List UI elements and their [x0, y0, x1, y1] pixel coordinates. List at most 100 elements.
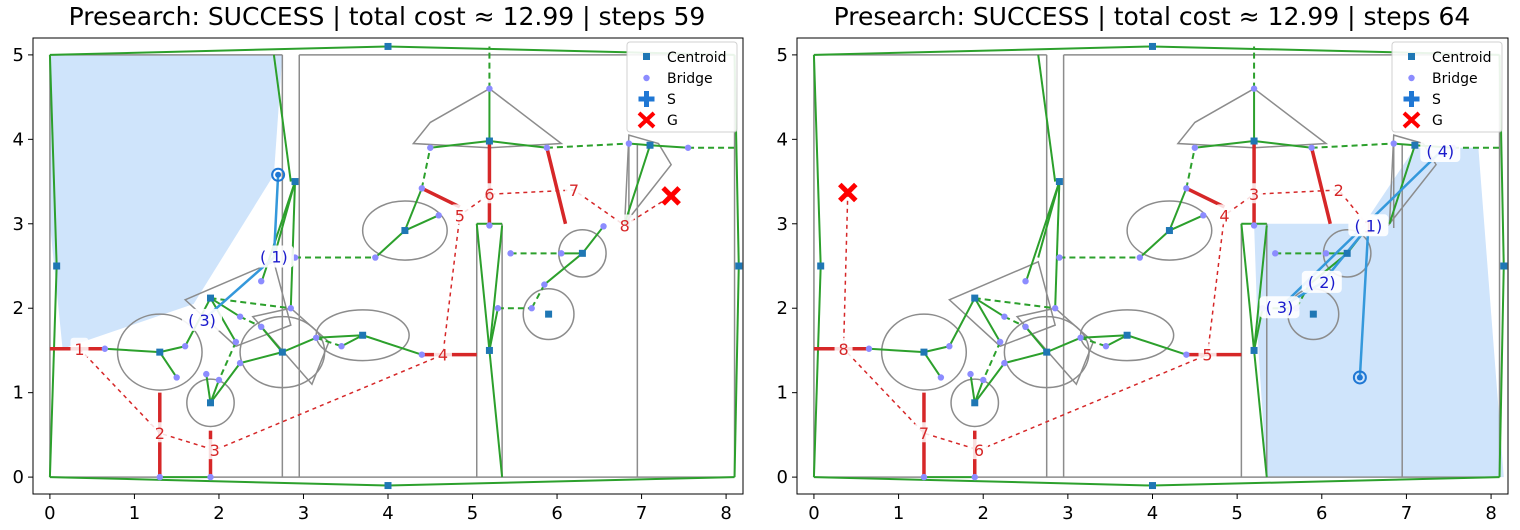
- planned-step-label: 2: [1334, 181, 1344, 200]
- bridge-point: [312, 334, 320, 341]
- cell-ellipse: [116, 313, 203, 391]
- planned-label-bg: [433, 343, 452, 364]
- bridge-point: [156, 473, 163, 481]
- expanded-edge: [421, 186, 461, 209]
- bridge-point: [507, 250, 514, 257]
- centroid-point: [1500, 262, 1508, 270]
- planned-label-bg: [1245, 183, 1264, 204]
- start-marker-dot: [275, 171, 282, 178]
- bridge-point: [543, 144, 551, 151]
- bridge-point: [173, 374, 180, 381]
- planned-label-bg: [564, 179, 583, 199]
- graph-edge: [475, 223, 491, 351]
- graph-edge: [1105, 334, 1128, 348]
- graph-edge: [374, 229, 406, 259]
- bridge-point: [971, 473, 978, 481]
- bridge-point: [937, 374, 945, 381]
- graph-edge: [948, 297, 976, 347]
- bridge-point: [418, 351, 426, 358]
- bridge-point: [486, 85, 493, 92]
- graph-edge: [1152, 476, 1500, 487]
- planned-step-label: 7: [919, 424, 929, 443]
- executed-label-bg: [1301, 270, 1342, 293]
- graph-edge: [1024, 181, 1061, 284]
- planned-step-label: 3: [1249, 185, 1259, 204]
- graph-edge: [430, 140, 490, 149]
- graph-edge-dashed: [546, 142, 629, 149]
- bridge-point: [1200, 212, 1207, 219]
- highlighted-region: [49, 54, 283, 349]
- graph-edge: [209, 297, 241, 318]
- legend-box: [1391, 41, 1503, 133]
- planned-step-label: 4: [438, 346, 448, 365]
- bridge-point: [287, 305, 294, 312]
- executed-step-label: ( 3): [188, 311, 216, 330]
- graph-edge: [649, 144, 689, 149]
- centroid-point: [156, 348, 164, 356]
- planned-step-label: 4: [1219, 206, 1229, 225]
- bridge-point: [528, 305, 535, 312]
- bridge-point: [1322, 250, 1330, 257]
- bridge-point: [1051, 305, 1059, 312]
- cell-ellipse: [1003, 315, 1090, 389]
- y-tick-label: 5: [13, 45, 24, 66]
- planned-label-bg: [70, 337, 89, 358]
- goal-marker: [838, 182, 858, 203]
- legend-box: [626, 41, 738, 133]
- graph-edge: [1004, 351, 1047, 365]
- bridge-point: [181, 343, 189, 350]
- graph-edge: [813, 476, 1153, 487]
- planned-step-label: 8: [620, 216, 630, 235]
- graph-edge-dashed: [982, 341, 1002, 381]
- legend: Centroid Bridge SG: [626, 41, 738, 133]
- cell-ellipse: [880, 313, 968, 391]
- y-tick-label: 0: [13, 467, 24, 488]
- graph-edge: [488, 350, 504, 478]
- centroid-point: [971, 294, 979, 302]
- centroid-point: [817, 262, 825, 270]
- graph-edge: [281, 336, 317, 354]
- executed-step-label: ( 3): [1266, 298, 1294, 317]
- graph-edge: [104, 347, 160, 354]
- bridge-point: [1001, 359, 1008, 367]
- cell-ellipse: [361, 200, 448, 261]
- planned-step-label: 2: [155, 424, 165, 443]
- bridge-point: [541, 281, 548, 288]
- centroid-point: [384, 42, 392, 50]
- bridge-icon: [643, 74, 650, 82]
- x-tick-label: 6: [1316, 503, 1327, 524]
- legend: Centroid Bridge SG: [1391, 41, 1503, 133]
- centroid-point: [971, 399, 979, 407]
- graph-edge: [1037, 54, 1057, 182]
- centroid-point: [920, 348, 928, 356]
- bridge-point: [427, 144, 434, 151]
- cell-ellipse: [1126, 200, 1213, 261]
- bridge-point: [980, 376, 987, 384]
- centroid-point: [291, 178, 299, 186]
- bridge-point: [1136, 254, 1144, 261]
- start-marker: [271, 167, 286, 182]
- graph-edge: [973, 362, 1006, 404]
- graph-edge: [1253, 225, 1268, 351]
- centroid-point: [485, 137, 493, 145]
- bridge-icon: [1408, 74, 1415, 82]
- x-tick-label: 2: [977, 503, 988, 524]
- planned-step-label: 1: [74, 340, 84, 359]
- cell-polygon: [623, 134, 673, 227]
- centroid-point: [1250, 346, 1258, 354]
- graph-edge: [581, 225, 605, 254]
- graph-edge: [1240, 223, 1256, 351]
- x-tick-label: 0: [44, 503, 55, 524]
- bridge-point: [435, 212, 442, 219]
- x-tick-label: 3: [298, 503, 309, 524]
- planned-label-bg: [480, 183, 499, 204]
- legend-label: S: [667, 92, 676, 108]
- graph-edge: [623, 144, 651, 225]
- graph-edge: [341, 334, 364, 348]
- graph-edge: [387, 476, 735, 487]
- graph-edge: [974, 297, 1005, 318]
- y-tick-label: 4: [13, 129, 24, 150]
- bridge-point: [486, 222, 493, 229]
- bridge-point: [967, 370, 974, 378]
- planned-step-label: 6: [974, 441, 984, 460]
